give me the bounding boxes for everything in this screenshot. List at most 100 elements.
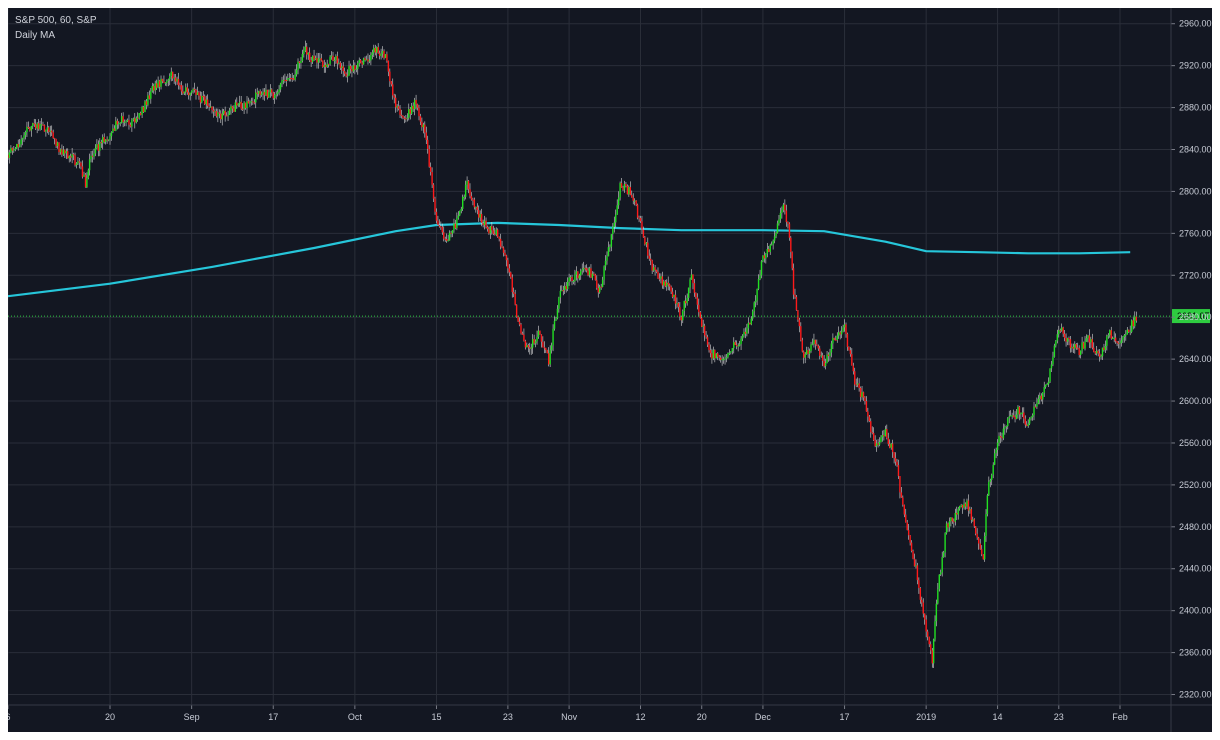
candle-body bbox=[585, 268, 588, 271]
candle-down bbox=[951, 517, 954, 524]
candle-body bbox=[871, 432, 873, 434]
candle-down bbox=[953, 518, 955, 528]
candle-body bbox=[403, 117, 406, 119]
candle-body bbox=[320, 58, 323, 61]
candle-down bbox=[494, 227, 496, 236]
candle-body bbox=[979, 543, 981, 550]
candle-body bbox=[658, 278, 661, 280]
candle-body bbox=[346, 75, 349, 77]
candle-body bbox=[1068, 337, 1070, 340]
candle-up bbox=[991, 473, 993, 486]
candle-down bbox=[161, 78, 164, 84]
candle-down bbox=[508, 264, 511, 277]
candle-down bbox=[855, 378, 857, 388]
candle-body bbox=[800, 326, 802, 341]
chart-panel[interactable]: 2681.07 2960.00 2920.00 2880.00 2840.00 2800… bbox=[8, 8, 1212, 732]
y-tick-label: 2760.00 bbox=[1179, 228, 1212, 238]
candle-body bbox=[24, 132, 27, 136]
candle-down bbox=[872, 427, 875, 441]
candle-body bbox=[1069, 339, 1072, 349]
candle-down bbox=[871, 426, 873, 435]
candle-body bbox=[782, 204, 785, 210]
candle-down bbox=[886, 424, 888, 440]
candle-down bbox=[431, 167, 433, 189]
candle-body bbox=[671, 291, 674, 297]
candle-body bbox=[154, 83, 156, 91]
candle-up bbox=[164, 82, 167, 86]
candle-body bbox=[733, 342, 735, 349]
candle-body bbox=[1028, 418, 1031, 424]
candle-body bbox=[125, 121, 127, 123]
candle-up bbox=[352, 59, 355, 74]
candle-down bbox=[661, 271, 664, 289]
candle-body bbox=[451, 230, 454, 234]
candle-body bbox=[32, 123, 34, 127]
candle-body bbox=[206, 99, 209, 106]
candle-body bbox=[218, 112, 221, 114]
candle-up bbox=[8, 149, 11, 164]
candle-body bbox=[376, 46, 378, 53]
candle-up bbox=[282, 75, 285, 85]
candle-up bbox=[329, 54, 331, 66]
chart-canvas[interactable]: 2681.07 2960.002920.002880.002840.002800… bbox=[8, 8, 1212, 732]
candle-down bbox=[1078, 345, 1080, 358]
candle-down bbox=[349, 63, 352, 74]
candle-body bbox=[517, 316, 519, 322]
candle-down bbox=[272, 91, 274, 100]
candle-body bbox=[652, 267, 655, 271]
candle-down bbox=[916, 562, 919, 585]
y-tick-label: 2880.00 bbox=[1179, 103, 1212, 113]
candle-down bbox=[327, 63, 330, 68]
candle-body bbox=[868, 416, 871, 422]
candle-body bbox=[300, 60, 302, 64]
candle-up bbox=[652, 263, 655, 272]
candle-body bbox=[397, 106, 400, 109]
candle-body bbox=[99, 142, 101, 151]
candle-body bbox=[56, 142, 59, 147]
candle-body bbox=[327, 63, 330, 65]
candle-body bbox=[813, 339, 815, 344]
candle-body bbox=[616, 205, 618, 215]
candle-up bbox=[239, 95, 241, 107]
candle-body bbox=[103, 137, 105, 142]
candle-body bbox=[840, 331, 843, 335]
candle-body bbox=[107, 139, 110, 141]
candle-down bbox=[441, 223, 444, 235]
candle-body bbox=[537, 330, 540, 337]
candle-body bbox=[342, 66, 344, 72]
candle-body bbox=[587, 270, 589, 276]
candle-body bbox=[743, 331, 745, 336]
candle-down bbox=[122, 112, 124, 128]
candle-body bbox=[940, 572, 942, 575]
candle-body bbox=[1071, 346, 1073, 349]
candle-up bbox=[633, 198, 636, 206]
candle-down bbox=[81, 160, 84, 179]
candle-up bbox=[603, 265, 605, 285]
y-tick-label: 2680.00 bbox=[1179, 312, 1212, 322]
candle-body bbox=[88, 159, 91, 171]
candle-up bbox=[154, 80, 156, 95]
candle-down bbox=[97, 140, 100, 157]
candle-up bbox=[564, 282, 566, 295]
candle-body bbox=[977, 537, 980, 544]
candle-body bbox=[377, 46, 379, 54]
candle-body bbox=[524, 340, 527, 348]
candle-down bbox=[1116, 341, 1118, 347]
candle-body bbox=[396, 106, 398, 108]
candle-body bbox=[601, 279, 604, 287]
candle-up bbox=[616, 199, 618, 215]
candle-body bbox=[252, 101, 254, 103]
candle-body bbox=[171, 71, 174, 79]
candle-body bbox=[308, 52, 311, 61]
candle-down bbox=[48, 125, 50, 135]
candle-body bbox=[310, 60, 312, 63]
candle-body bbox=[480, 213, 483, 223]
candle-body bbox=[131, 119, 133, 127]
candle-up bbox=[737, 343, 739, 352]
y-tick-label: 2640.00 bbox=[1179, 354, 1212, 364]
candle-up bbox=[804, 352, 806, 364]
candle-down bbox=[571, 274, 573, 286]
candle-down bbox=[523, 328, 525, 342]
candle-up bbox=[840, 326, 843, 339]
candle-body bbox=[1004, 426, 1006, 429]
